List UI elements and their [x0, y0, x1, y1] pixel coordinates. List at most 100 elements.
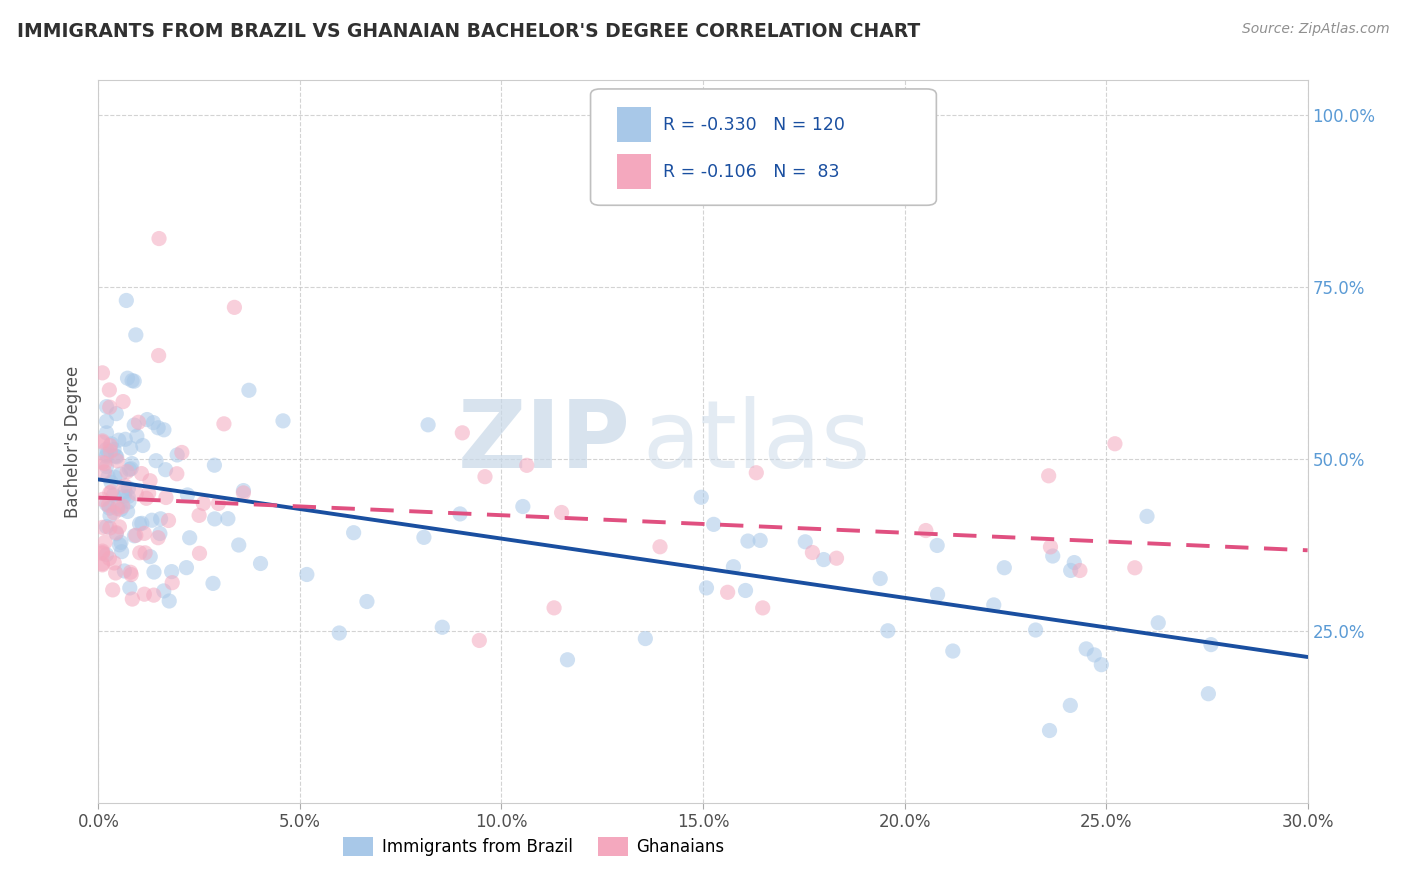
Point	[127, 415, 149, 429]
Point	[170, 445, 193, 459]
Point	[207, 496, 229, 510]
Point	[232, 486, 254, 500]
Point	[751, 600, 773, 615]
Point	[512, 500, 534, 514]
Point	[876, 624, 898, 638]
Point	[107, 433, 129, 447]
Legend: Immigrants from Brazil, Ghanaians: Immigrants from Brazil, Ghanaians	[336, 830, 731, 863]
Point	[105, 526, 128, 541]
Point	[142, 588, 165, 602]
Point	[249, 557, 271, 571]
Point	[96, 449, 118, 463]
Point	[983, 598, 1005, 612]
Point	[136, 412, 159, 426]
Point	[550, 506, 572, 520]
Point	[232, 483, 254, 498]
Point	[148, 421, 170, 435]
Point	[96, 497, 118, 511]
Point	[449, 507, 471, 521]
Point	[98, 551, 121, 566]
Point	[1042, 549, 1064, 563]
Point	[122, 374, 145, 388]
Point	[228, 538, 250, 552]
Point	[91, 435, 114, 450]
Point	[93, 465, 115, 479]
Point	[155, 491, 177, 505]
Point	[115, 465, 138, 479]
Point	[914, 524, 936, 538]
Point	[1038, 468, 1060, 483]
Point	[122, 418, 145, 433]
Point	[103, 442, 125, 457]
Point	[1060, 563, 1083, 577]
Point	[131, 516, 153, 531]
Point	[271, 414, 294, 428]
Point	[157, 514, 180, 528]
Point	[451, 425, 474, 440]
Point	[166, 467, 188, 481]
Point	[105, 450, 128, 464]
Point	[141, 513, 163, 527]
Point	[201, 576, 224, 591]
Point	[97, 498, 120, 512]
Point	[412, 530, 434, 544]
Point	[153, 423, 176, 437]
Point	[125, 528, 148, 542]
Point	[91, 434, 114, 448]
Point	[1197, 687, 1219, 701]
FancyBboxPatch shape	[617, 154, 651, 189]
Point	[121, 374, 143, 388]
Point	[1039, 540, 1062, 554]
Point	[356, 594, 378, 608]
Text: ZIP: ZIP	[457, 395, 630, 488]
Point	[117, 371, 139, 385]
Point	[98, 521, 121, 535]
Point	[238, 384, 260, 398]
Point	[96, 459, 118, 474]
Point	[155, 463, 177, 477]
Point	[91, 547, 114, 561]
Point	[131, 467, 153, 481]
Point	[1083, 648, 1105, 662]
Point	[794, 534, 817, 549]
Point	[118, 581, 141, 595]
Point	[96, 447, 118, 461]
Point	[96, 425, 118, 440]
Point	[98, 383, 121, 397]
Point	[125, 429, 148, 443]
Point	[148, 349, 170, 363]
Point	[112, 394, 135, 409]
Point	[927, 587, 949, 601]
Point	[869, 572, 891, 586]
Point	[91, 492, 114, 507]
Point	[801, 545, 824, 559]
Point	[93, 457, 115, 471]
Point	[468, 633, 491, 648]
Point	[118, 495, 141, 509]
Point	[343, 525, 366, 540]
Point	[114, 479, 136, 493]
Point	[97, 469, 120, 483]
Point	[120, 566, 142, 580]
Point	[557, 653, 579, 667]
Point	[103, 506, 125, 520]
Point	[1199, 638, 1222, 652]
Point	[124, 529, 146, 543]
Point	[432, 620, 454, 634]
Point	[115, 293, 138, 308]
Point	[1147, 615, 1170, 630]
Point	[98, 501, 121, 516]
Point	[108, 520, 131, 534]
Point	[737, 534, 759, 549]
Point	[474, 469, 496, 483]
Point	[157, 594, 180, 608]
Point	[813, 552, 835, 566]
Point	[91, 546, 114, 560]
Point	[105, 454, 128, 468]
Point	[734, 583, 756, 598]
Point	[121, 457, 143, 471]
Point	[942, 644, 965, 658]
Point	[138, 486, 160, 500]
Point	[91, 557, 114, 571]
Point	[117, 504, 139, 518]
